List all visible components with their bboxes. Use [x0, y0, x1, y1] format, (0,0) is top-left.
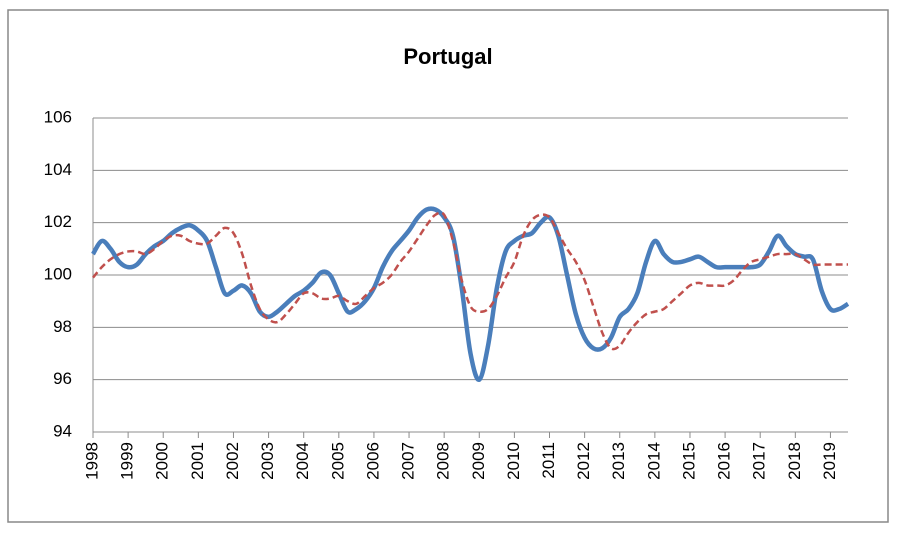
x-tick-label: 2002: [223, 442, 242, 480]
y-tick-label: 100: [44, 264, 72, 283]
y-tick-label: 106: [44, 107, 72, 126]
y-tick-label: 94: [53, 421, 72, 440]
x-tick-label: 2003: [258, 442, 277, 480]
x-tick-label: 2006: [363, 442, 382, 480]
x-tick-label: 1999: [118, 442, 137, 480]
y-tick-label: 96: [53, 369, 72, 388]
x-tick-label: 2010: [504, 442, 523, 480]
x-tick-label: 2009: [469, 442, 488, 480]
x-tick-label: 2013: [609, 442, 628, 480]
x-tick-label: 2018: [785, 442, 804, 480]
x-tick-label: 2008: [434, 442, 453, 480]
x-tick-label: 2016: [715, 442, 734, 480]
x-tick-label: 2011: [539, 442, 558, 479]
x-tick-label: 2005: [328, 442, 347, 480]
x-tick-label: 1998: [82, 442, 101, 480]
x-tick-label: 2014: [644, 442, 663, 480]
x-tick-label: 2019: [820, 442, 839, 480]
y-tick-label: 104: [44, 160, 72, 179]
series-line: [92, 211, 848, 351]
x-tick-label: 2004: [293, 442, 312, 480]
x-tick-label: 2017: [750, 442, 769, 480]
x-tick-label: 2001: [188, 442, 207, 480]
y-tick-label: 102: [44, 212, 72, 231]
series-line: [91, 206, 850, 382]
chart-title: Portugal: [403, 44, 492, 69]
x-tick-label: 2015: [679, 442, 698, 480]
y-tick-label: 98: [53, 317, 72, 336]
x-tick-label: 2007: [399, 442, 418, 480]
x-tick-label: 2000: [153, 442, 172, 480]
x-tick-label: 2012: [574, 442, 593, 480]
